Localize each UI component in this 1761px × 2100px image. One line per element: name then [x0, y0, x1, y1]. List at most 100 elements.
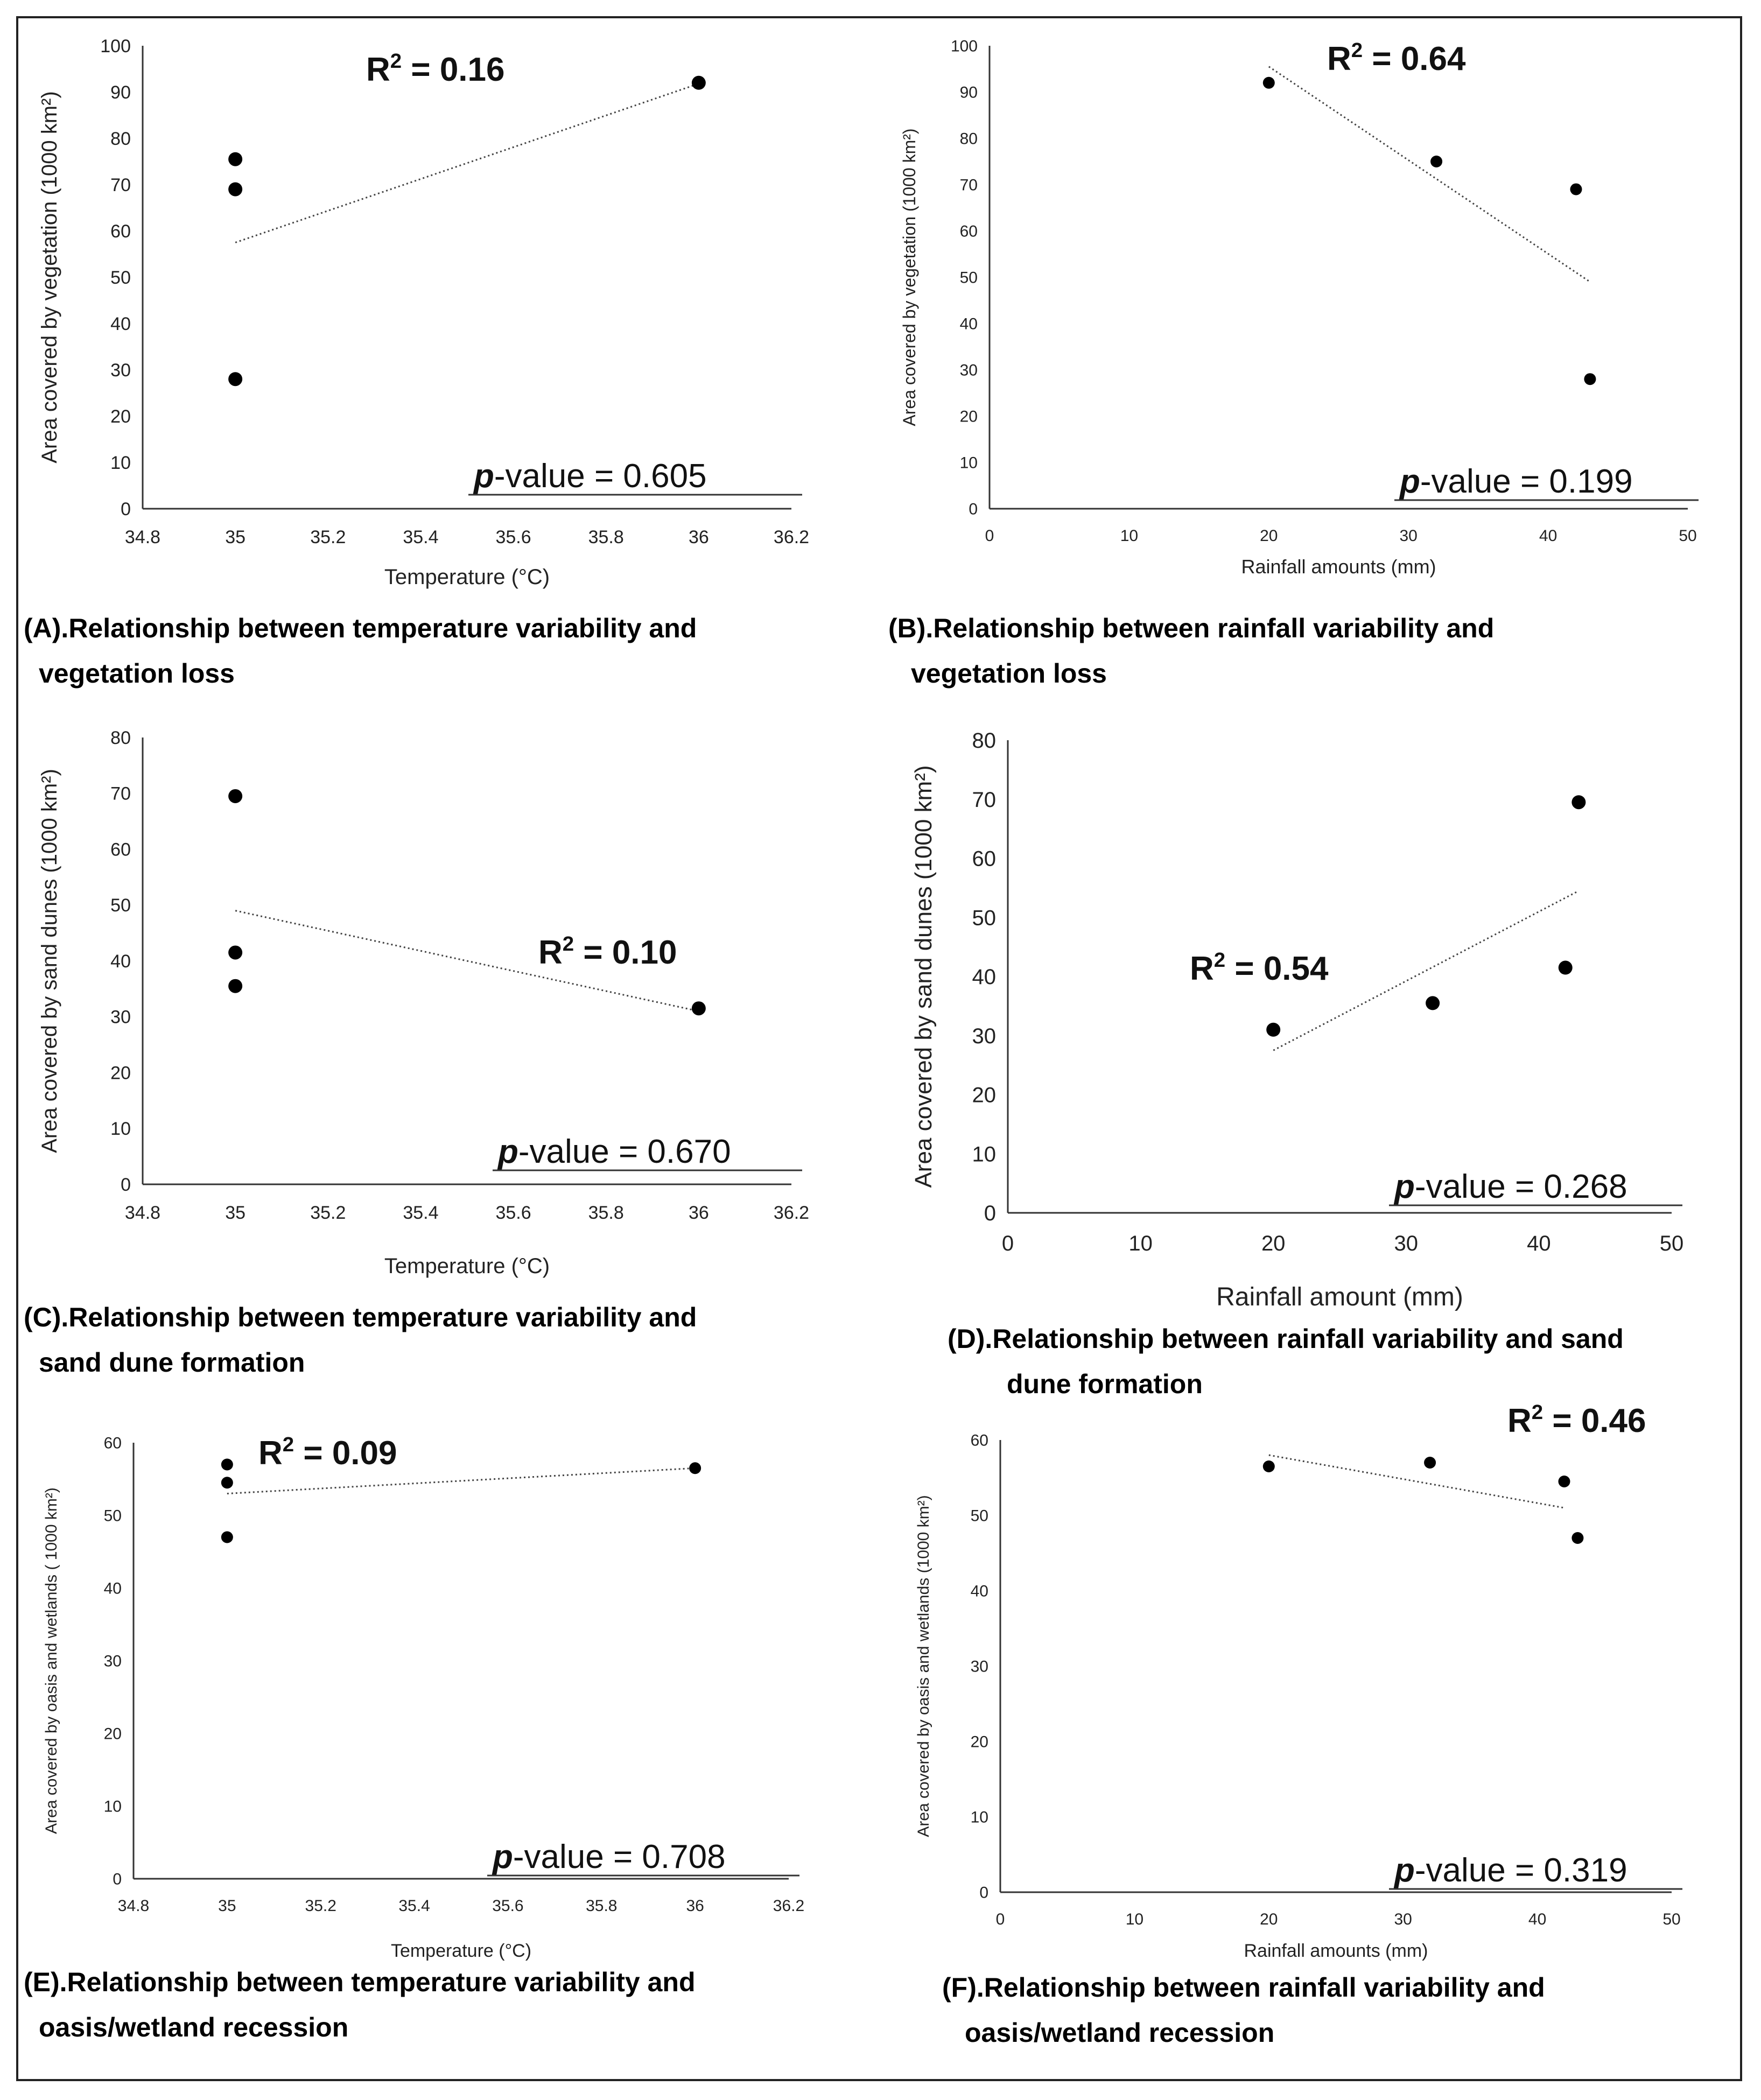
- data-point-f: [1262, 1460, 1275, 1472]
- y-tick-label-b: 30: [960, 362, 978, 380]
- p-value-italic-c: p: [497, 1133, 518, 1170]
- data-point-b: [1262, 76, 1275, 89]
- x-tick-label-c: 35.6: [495, 1203, 531, 1223]
- caption-f-line1: Relationship between rainfall variabilit…: [984, 1972, 1545, 2003]
- y-tick-label-a: 10: [110, 453, 131, 473]
- x-tick-label-f: 50: [1662, 1911, 1680, 1928]
- y-tick-label-f: 40: [971, 1583, 988, 1600]
- data-point-f: [1558, 1476, 1570, 1487]
- x-tick-label-a: 36: [689, 527, 709, 547]
- r-squared-sup-e: 2: [283, 1433, 294, 1456]
- y-tick-label-e: 0: [113, 1871, 122, 1888]
- x-tick-label-b: 30: [1400, 527, 1418, 545]
- y-tick-label-a: 40: [110, 314, 131, 334]
- y-tick-label-c: 50: [110, 895, 131, 916]
- x-tick-label-f: 10: [1126, 1911, 1143, 1928]
- x-tick-label-d: 10: [1128, 1232, 1153, 1255]
- y-tick-label-b: 90: [960, 84, 978, 102]
- y-tick-label-a: 30: [110, 360, 131, 381]
- r-squared-value-c: = 0.10: [574, 934, 677, 971]
- data-point-e: [221, 1477, 233, 1489]
- y-tick-label-f: 20: [971, 1733, 988, 1751]
- p-value-text-b: -value = 0.199: [1420, 463, 1633, 500]
- p-value-text-e: -value = 0.708: [513, 1838, 726, 1876]
- caption-f-label: (F).: [942, 1972, 984, 2003]
- figure-frame: [16, 16, 1742, 2081]
- caption-a-line1: Relationship between temperature variabi…: [68, 613, 697, 643]
- x-tick-label-b: 50: [1679, 527, 1696, 545]
- p-value-text-f: -value = 0.319: [1415, 1852, 1627, 1889]
- y-tick-label-b: 0: [969, 501, 978, 518]
- y-tick-label-c: 0: [121, 1175, 131, 1195]
- y-tick-label-e: 30: [104, 1653, 122, 1670]
- y-tick-label-b: 80: [960, 130, 978, 148]
- data-point-f: [1571, 1532, 1584, 1544]
- r-squared-sup-f: 2: [1532, 1401, 1543, 1424]
- caption-c-line1: Relationship between temperature variabi…: [68, 1302, 697, 1332]
- y-tick-label-c: 80: [110, 728, 131, 748]
- y-tick-label-d: 0: [984, 1202, 996, 1225]
- y-tick-label-d: 70: [972, 788, 997, 812]
- y-tick-label-a: 50: [110, 268, 131, 288]
- x-tick-label-e: 36: [686, 1897, 704, 1915]
- x-tick-label-e: 35: [218, 1897, 236, 1915]
- trendline-a: [235, 80, 708, 243]
- r-squared-sup-b: 2: [1351, 39, 1363, 62]
- x-tick-label-a: 35.2: [310, 527, 346, 547]
- y-tick-label-e: 50: [104, 1507, 122, 1525]
- p-value-label-d: p-value = 0.268: [1393, 1168, 1627, 1205]
- caption-b-line2: vegetation loss: [911, 658, 1107, 689]
- caption-f-line2: oasis/wetland recession: [965, 2018, 1275, 2048]
- y-axis-title-e: Area covered by oasis and wetlands ( 100…: [43, 1487, 60, 1834]
- y-tick-label-a: 0: [121, 499, 131, 519]
- y-tick-label-c: 10: [110, 1119, 131, 1139]
- x-tick-label-c: 35.8: [588, 1203, 624, 1223]
- data-point-c: [691, 1001, 706, 1016]
- caption-e: (E).Relationship between temperature var…: [24, 1959, 864, 2050]
- trendline-d: [1273, 890, 1580, 1051]
- x-tick-label-a: 36.2: [774, 527, 809, 547]
- p-value-italic-b: p: [1399, 463, 1420, 500]
- r-squared-sup-c: 2: [563, 932, 574, 956]
- caption-e-line2: oasis/wetland recession: [39, 2012, 349, 2042]
- r-squared-value-a: = 0.16: [402, 51, 504, 88]
- caption-d-line1: Relationship between rainfall variabilit…: [992, 1324, 1624, 1354]
- x-tick-label-d: 30: [1394, 1232, 1419, 1255]
- y-tick-label-b: 10: [960, 454, 978, 472]
- x-tick-label-e: 35.6: [492, 1897, 523, 1915]
- data-point-c: [228, 789, 243, 803]
- x-tick-label-c: 36.2: [774, 1203, 809, 1223]
- p-value-text-c: -value = 0.670: [518, 1133, 731, 1170]
- data-point-d: [1426, 996, 1440, 1010]
- p-value-label-f: p-value = 0.319: [1393, 1852, 1627, 1889]
- y-tick-label-c: 30: [110, 1007, 131, 1028]
- y-tick-label-d: 30: [972, 1024, 997, 1048]
- x-tick-label-b: 20: [1260, 527, 1278, 545]
- y-tick-label-f: 10: [971, 1809, 988, 1827]
- y-tick-label-a: 80: [110, 129, 131, 149]
- y-axis-title-a: Area covered by vegetation (1000 km²): [38, 91, 61, 463]
- data-point-f: [1424, 1457, 1436, 1469]
- x-tick-label-a: 35.8: [588, 527, 624, 547]
- trendline-f: [1268, 1454, 1564, 1509]
- x-tick-label-a: 35.6: [495, 527, 531, 547]
- data-point-b: [1570, 183, 1582, 195]
- y-axis-title-c: Area covered by sand dunes (1000 km²): [38, 769, 61, 1153]
- p-value-italic-d: p: [1393, 1168, 1415, 1205]
- x-tick-label-d: 0: [1002, 1232, 1014, 1255]
- y-tick-label-e: 60: [104, 1435, 122, 1452]
- caption-b-line1: Relationship between rainfall variabilit…: [933, 613, 1495, 643]
- data-point-a: [228, 372, 243, 387]
- caption-d: (D).Relationship between rainfall variab…: [948, 1316, 1734, 1407]
- y-axis-title-f: Area covered by oasis and wetlands (1000…: [915, 1495, 932, 1837]
- p-value-italic-e: p: [492, 1838, 513, 1876]
- x-tick-label-a: 35: [225, 527, 245, 547]
- x-tick-label-c: 35.2: [310, 1203, 346, 1223]
- caption-d-label: (D).: [948, 1324, 993, 1354]
- x-axis-title-f: Rainfall amounts (mm): [1244, 1941, 1428, 1961]
- data-point-b: [1430, 156, 1443, 167]
- y-tick-label-c: 70: [110, 784, 131, 804]
- caption-e-line1: Relationship between temperature variabi…: [67, 1967, 696, 1997]
- r-squared-prefix-f: R: [1507, 1402, 1532, 1439]
- x-tick-label-b: 10: [1120, 527, 1138, 545]
